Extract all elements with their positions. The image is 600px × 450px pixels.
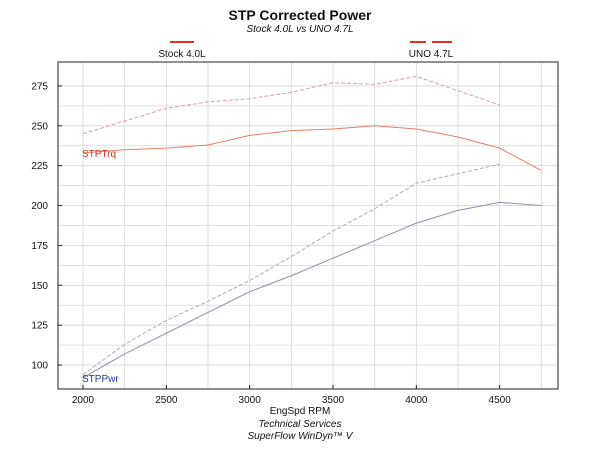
legend: Stock 4.0L UNO 4.7L xyxy=(158,41,454,60)
series-line-torque-stock xyxy=(82,125,542,171)
curve-label-power: STPPwr xyxy=(82,374,119,385)
x-tick-label: 4000 xyxy=(405,395,428,406)
y-tick-label: 125 xyxy=(31,321,48,332)
plot-frame xyxy=(57,61,559,390)
series-line-power-uno xyxy=(82,163,500,376)
y-tick-label: 200 xyxy=(31,201,48,212)
x-tick-label: 2500 xyxy=(155,395,178,406)
tick-labels: 2000 2500 3000 3500 4000 4500 100 125 150 175 200 2… xyxy=(31,81,511,406)
series-line-torque-uno xyxy=(82,75,500,135)
legend-label-uno: UNO 4.7L xyxy=(409,49,454,60)
x-tick-label: 3500 xyxy=(322,395,345,406)
chart-title: STP Corrected Power xyxy=(228,7,372,23)
legend-label-stock: Stock 4.0L xyxy=(158,49,206,60)
x-tick-label: 2000 xyxy=(72,395,95,406)
y-tick-label: 250 xyxy=(31,121,48,132)
curve-label-torque: STPTrq xyxy=(82,149,116,160)
x-tick-label: 3000 xyxy=(239,395,262,406)
y-tick-label: 275 xyxy=(31,81,48,92)
y-tick-label: 175 xyxy=(31,241,48,252)
footer-line-2: SuperFlow WinDyn™ V xyxy=(247,431,353,442)
footer-line-1: Technical Services xyxy=(258,419,342,430)
series-line-power-stock xyxy=(82,201,542,379)
y-tick-label: 100 xyxy=(31,361,48,372)
x-tick-label: 4500 xyxy=(489,395,512,406)
y-tick-label: 225 xyxy=(31,161,48,172)
series xyxy=(82,75,542,379)
chart-subtitle: Stock 4.0L vs UNO 4.7L xyxy=(246,24,354,35)
y-tick-label: 150 xyxy=(31,281,48,292)
grid xyxy=(58,62,558,389)
x-axis-label: EngSpd RPM xyxy=(269,406,331,417)
